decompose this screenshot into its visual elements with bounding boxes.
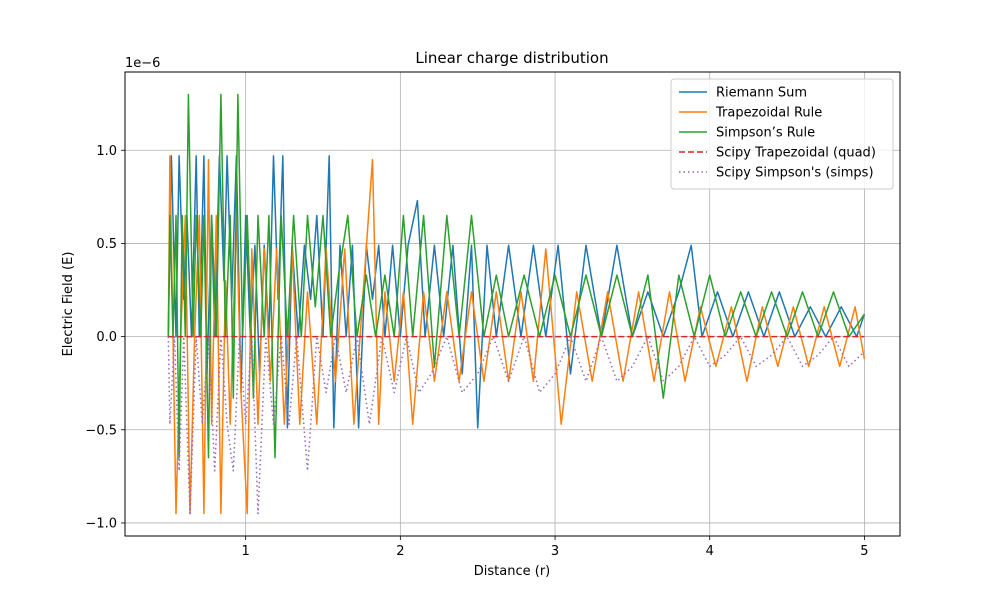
x-tick-label: 2 [396,544,404,559]
y-axis-label: Electric Field (E) [61,252,76,357]
legend-label: Scipy Simpson's (simps) [716,166,874,181]
y-tick-label: 1.0 [96,144,117,159]
legend-label: Simpson’s Rule [716,126,815,141]
series-layer [167,93,866,515]
x-tick-label: 1 [242,544,250,559]
legend-label: Scipy Trapezoidal (quad) [716,146,876,161]
legend: Riemann Sum Trapezoidal Rule Simpson’s Rul… [670,78,894,190]
y-tick-label: 0.0 [96,330,117,345]
axes-frame [124,71,901,537]
x-axis-label: Distance (r) [474,564,550,579]
series-line-trapezoidal-rule [167,155,866,515]
x-axis-ticks: 1 2 3 4 5 [242,536,869,559]
x-tick-label: 3 [551,544,559,559]
legend-box [670,78,894,190]
legend-label: Riemann Sum [716,86,807,101]
y-tick-label: 0.5 [96,237,117,252]
y-axis-multiplier: 1e−6 [125,56,160,71]
legend-label: Trapezoidal Rule [715,106,822,121]
x-tick-label: 4 [706,544,714,559]
y-axis-ticks: −1.0 −0.5 0.0 0.5 1.0 [85,144,125,531]
chart-title: Linear charge distribution [415,49,608,67]
y-tick-label: −1.0 [85,516,117,531]
y-tick-label: −0.5 [85,423,117,438]
x-tick-label: 5 [860,544,868,559]
series-line-riemann-sum [167,155,866,429]
